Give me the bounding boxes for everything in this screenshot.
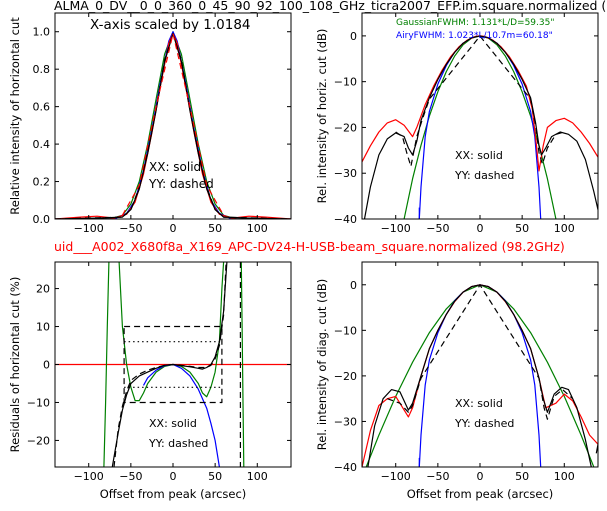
- y-axis-label: Rel. intensity of diag. cut (dB): [315, 279, 329, 450]
- y-tick-label: −20: [334, 370, 357, 383]
- series-line-7: [123, 325, 223, 404]
- series-line-6: [113, 262, 227, 467]
- x-tick-label: 50: [515, 222, 529, 235]
- series-group: [55, 31, 291, 219]
- x-tick-label: −100: [381, 222, 411, 235]
- y-tick-label: 20: [36, 283, 50, 296]
- y-tick-label: −30: [334, 415, 357, 428]
- x-tick-label: 100: [247, 470, 268, 483]
- x-tick-label: 100: [554, 222, 575, 235]
- series-group: [55, 262, 291, 467]
- x-axis-label: Offset from peak (arcsec): [100, 487, 247, 501]
- y-tick-label: 1.0: [33, 26, 51, 39]
- annotation: XX: solid: [455, 397, 503, 410]
- x-axis-label: Offset from peak (arcsec): [407, 487, 554, 501]
- x-tick-label: −50: [426, 222, 449, 235]
- y-tick-label: 0: [43, 359, 50, 372]
- figure-title-bottom: uid___A002_X680f8a_X169_APC-DV24-H-USB-b…: [54, 239, 565, 254]
- annotation: XX: solid: [149, 417, 197, 430]
- x-tick-label: 100: [247, 222, 268, 235]
- x-tick-label: 0: [477, 470, 484, 483]
- y-tick-label: 0: [350, 30, 357, 43]
- y-tick-label: 0: [350, 279, 357, 292]
- y-axis-label: Residuals of horizontal cut (%): [8, 277, 22, 453]
- y-tick-label: −20: [27, 434, 50, 447]
- x-tick-label: −100: [381, 470, 411, 483]
- y-tick-label: 0.6: [33, 101, 51, 114]
- x-tick-label: 0: [170, 470, 177, 483]
- annotation: YY: dashed: [148, 437, 208, 450]
- x-tick-label: 0: [170, 222, 177, 235]
- annotation: GaussianFWHM: 1.131*L/D=59.35": [396, 18, 554, 28]
- y-tick-label: −30: [334, 167, 357, 180]
- series-line-3: [240, 262, 245, 467]
- annotation: YY: dashed: [148, 177, 214, 191]
- y-tick-label: −10: [334, 324, 357, 337]
- annotation: YY: dashed: [454, 417, 514, 430]
- x-tick-label: −50: [119, 470, 142, 483]
- x-tick-label: 100: [554, 470, 575, 483]
- x-tick-label: −100: [74, 222, 104, 235]
- annotation: YY: dashed: [454, 169, 514, 182]
- y-tick-label: −10: [334, 76, 357, 89]
- x-tick-label: −50: [426, 470, 449, 483]
- y-tick-label: 0.2: [33, 176, 51, 189]
- plot-background: [362, 13, 598, 219]
- y-tick-label: −10: [27, 396, 50, 409]
- plot-background: [55, 13, 291, 219]
- x-tick-label: −50: [119, 222, 142, 235]
- x-tick-label: 50: [515, 470, 529, 483]
- annotation: XX: solid: [149, 160, 201, 174]
- x-tick-label: 50: [208, 222, 222, 235]
- y-axis-label: Relative intensity of horizontal cut: [8, 17, 22, 215]
- annotation: XX: solid: [455, 149, 503, 162]
- y-tick-label: 0.0: [33, 213, 51, 226]
- series-line-4: [367, 284, 592, 467]
- series-line-4: [55, 33, 291, 219]
- annotation: AiryFWHM: 1.023*L/10.7m=60.18": [396, 31, 553, 41]
- series-line-1: [103, 262, 110, 467]
- x-tick-label: 0: [477, 222, 484, 235]
- x-tick-label: 50: [208, 470, 222, 483]
- y-tick-label: −40: [334, 213, 357, 226]
- y-tick-label: −20: [334, 121, 357, 134]
- y-axis-label: Rel. intensity of horiz. cut (dB): [315, 29, 329, 204]
- series-line-5: [387, 284, 574, 420]
- plot-background: [362, 262, 598, 467]
- figure-title-top: ALMA_0_DV__0_0_360_0_45_90_92_100_108_GH…: [54, 0, 606, 13]
- subplots: −100 −50 0 50 1000.00.20.40.60.81.0Relative …: [8, 12, 599, 501]
- annotation: X-axis scaled by 1.0184: [90, 17, 251, 33]
- series-line-5: [111, 262, 228, 467]
- y-tick-label: 0.4: [33, 138, 51, 151]
- series-line-5: [121, 33, 225, 216]
- subplot-top-left: −100 −50 0 50 100 0.0 0.2 0.4 0.6 0.8 1.0 Relative …: [8, 12, 292, 235]
- series-line-4: [363, 35, 598, 219]
- series-group: [362, 35, 598, 219]
- x-tick-label: −100: [74, 470, 104, 483]
- series-line-4: [142, 363, 220, 467]
- series-group: [362, 284, 598, 467]
- y-tick-label: 0.8: [33, 63, 51, 76]
- y-tick-label: −40: [334, 461, 357, 474]
- y-tick-label: 10: [36, 321, 50, 334]
